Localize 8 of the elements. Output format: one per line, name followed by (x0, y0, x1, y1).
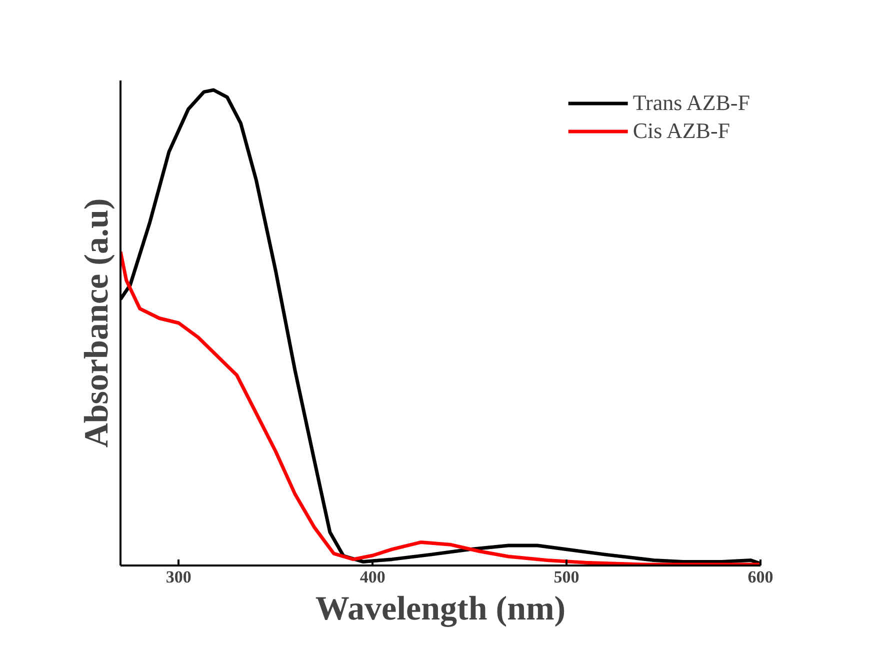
x-tick-label: 600 (748, 568, 774, 586)
x-tick-label: 500 (554, 568, 580, 586)
y-axis-title: Absorbance (a.u) (78, 198, 116, 448)
legend-label: Trans AZB-F (632, 90, 750, 116)
legend-label: Cis AZB-F (632, 118, 730, 144)
x-tick-label: 400 (360, 568, 386, 586)
x-axis-title: Wavelength (nm) (315, 590, 566, 628)
x-tick-label: 300 (166, 568, 192, 586)
